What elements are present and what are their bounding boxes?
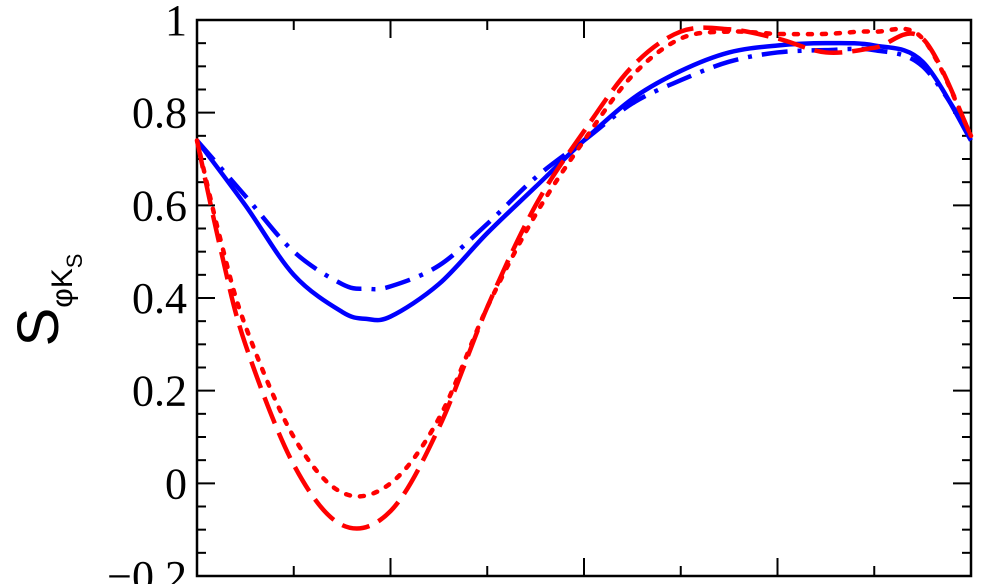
y-tick-label: 0.6 [132, 181, 187, 230]
y-tick-label: 1 [165, 0, 187, 45]
series-red-dashed-line [194, 25, 974, 531]
axis-ticks [196, 19, 972, 577]
svg-text:SφKS: SφKS [6, 254, 87, 347]
series-blue-solid-line [195, 40, 973, 323]
y-axis-label-main: S [6, 308, 71, 347]
y-tick-labels: −0.2 0 0.2 0.4 0.6 0.8 1 [107, 0, 187, 584]
y-tick-label: 0.2 [132, 367, 187, 416]
y-tick-label: 0.4 [132, 274, 187, 323]
y-tick-label: 0.8 [132, 89, 187, 138]
y-axis-label: SφKS [6, 254, 87, 347]
y-tick-label: −0.2 [107, 552, 187, 584]
series-red-dotted-line [194, 26, 974, 499]
series-blue-dashdot-line [195, 46, 973, 292]
plot-frame [195, 18, 973, 578]
y-tick-label: 0 [165, 459, 187, 508]
series-group [194, 25, 974, 531]
y-axis-label-sub: φK [46, 268, 79, 307]
y-axis-label-subsub: S [62, 254, 87, 269]
